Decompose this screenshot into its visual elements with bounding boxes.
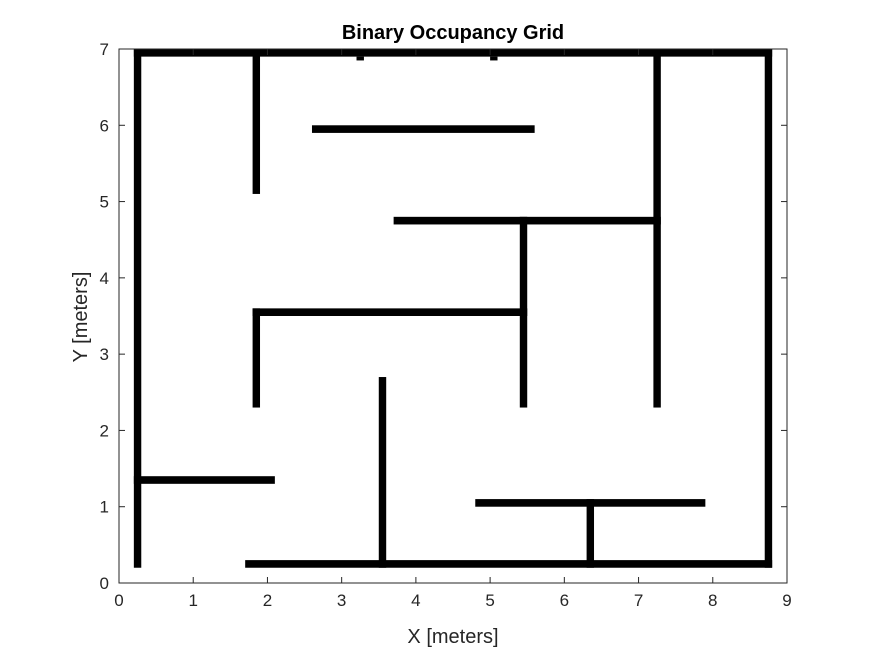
x-tick-label-1: 1 [188, 591, 197, 610]
occupied-cell-2 [490, 56, 498, 61]
x-axis-label: X [meters] [407, 626, 498, 648]
occupied-cell-4 [764, 49, 773, 568]
occupied-cell-3 [133, 49, 142, 568]
x-tick-label-3: 3 [337, 591, 346, 610]
x-tick-label-0: 0 [114, 591, 123, 610]
occupied-cell-16 [245, 560, 773, 568]
x-tick-label-9: 9 [782, 591, 791, 610]
occupied-cell-0 [133, 49, 773, 57]
occupied-cell-6 [311, 125, 535, 133]
y-tick-label-0: 0 [100, 574, 109, 593]
occupied-cell-7 [653, 49, 661, 408]
y-tick-label-6: 6 [100, 116, 109, 135]
occupied-cell-10 [252, 308, 528, 316]
y-tick-label-2: 2 [100, 421, 109, 440]
occupied-cell-11 [252, 308, 261, 408]
occupied-cell-13 [133, 476, 275, 484]
y-axis-label: Y [meters] [70, 272, 92, 363]
y-tick-label-3: 3 [100, 345, 109, 364]
x-tick-label-4: 4 [411, 591, 420, 610]
x-tick-label-2: 2 [263, 591, 272, 610]
occupied-cells [133, 49, 773, 568]
y-tick-label-1: 1 [100, 498, 109, 517]
y-axis-ticks: 0 1 2 3 4 5 6 7 [100, 40, 787, 593]
chart-title: Binary Occupancy Grid [342, 22, 564, 44]
occupied-cell-15 [586, 499, 595, 568]
x-tick-label-7: 7 [634, 591, 643, 610]
occupied-cell-5 [252, 49, 261, 194]
y-tick-label-5: 5 [100, 193, 109, 212]
occupied-cell-12 [378, 377, 387, 568]
axes-box [118, 48, 788, 584]
occupied-cell-1 [356, 56, 364, 61]
x-tick-label-5: 5 [485, 591, 494, 610]
x-axis-ticks: 0 1 2 3 4 5 6 7 8 9 [114, 49, 792, 610]
x-tick-label-6: 6 [560, 591, 569, 610]
y-tick-label-7: 7 [100, 40, 109, 59]
y-tick-label-4: 4 [100, 269, 109, 288]
x-tick-label-8: 8 [708, 591, 717, 610]
